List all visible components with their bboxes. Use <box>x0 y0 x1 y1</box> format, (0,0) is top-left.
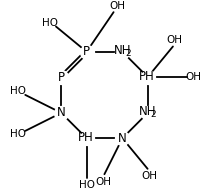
Text: OH: OH <box>167 35 183 45</box>
Text: HO: HO <box>10 129 26 139</box>
Text: OH: OH <box>141 171 157 181</box>
Text: P: P <box>83 45 90 58</box>
Text: HO: HO <box>79 180 95 190</box>
Text: NH: NH <box>139 105 157 118</box>
Text: P: P <box>58 71 65 84</box>
Text: N: N <box>57 106 66 119</box>
Text: PH: PH <box>78 131 94 144</box>
Text: PH: PH <box>139 70 155 83</box>
Text: OH: OH <box>109 1 125 11</box>
Text: HO: HO <box>10 86 26 96</box>
Text: OH: OH <box>96 177 112 187</box>
Text: NH: NH <box>114 44 131 57</box>
Text: HO: HO <box>42 18 58 28</box>
Text: OH: OH <box>186 72 202 82</box>
Text: 2: 2 <box>125 49 131 58</box>
Text: N: N <box>118 132 127 145</box>
Text: 2: 2 <box>150 110 156 119</box>
